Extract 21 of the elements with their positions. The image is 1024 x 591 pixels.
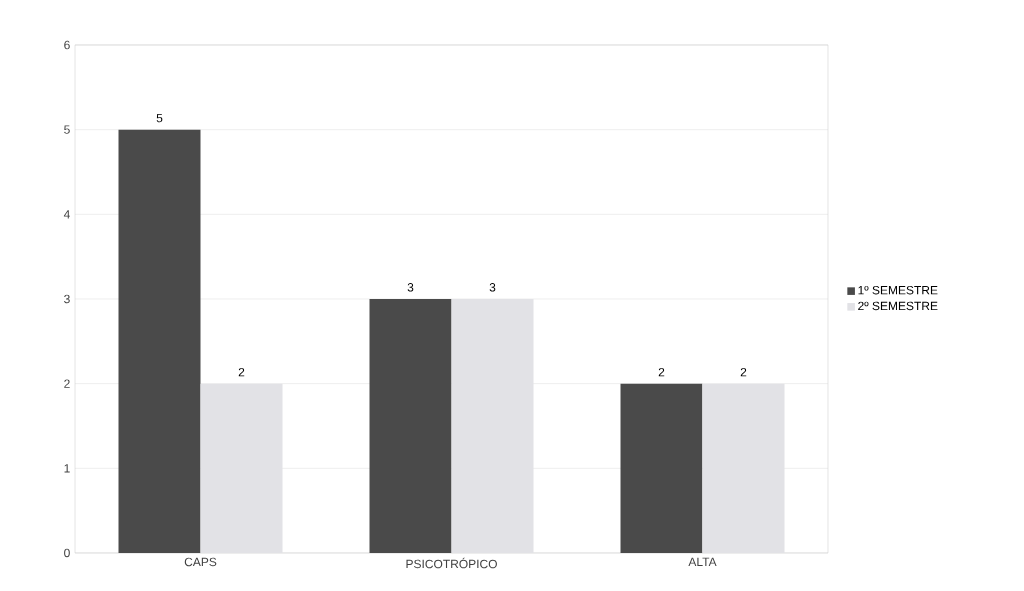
- data-label: 2: [238, 367, 245, 377]
- data-label: 2: [658, 367, 665, 377]
- bar: [620, 383, 703, 553]
- y-tick-label: 6: [64, 40, 70, 50]
- y-tick-label: 0: [64, 548, 70, 558]
- y-tick-label: 3: [64, 294, 70, 304]
- data-label: 2: [740, 367, 747, 377]
- bar: [118, 129, 201, 553]
- legend-label: 1º SEMESTRE: [858, 285, 938, 295]
- x-tick-label: PSICOTRÓPICO: [406, 557, 497, 569]
- y-tick-label: 4: [63, 210, 70, 219]
- x-tick-label: ALTA: [688, 557, 717, 566]
- data-label: 3: [489, 283, 496, 292]
- data-label: 3: [407, 283, 414, 292]
- bar: [369, 298, 452, 553]
- data-label: 5: [156, 113, 163, 123]
- y-tick-label: 2: [64, 379, 70, 388]
- y-tick-label: 5: [64, 125, 70, 134]
- x-tick-label: CAPS: [184, 557, 217, 567]
- y-tick-label: 1: [64, 464, 70, 473]
- legend-label: 2º SEMESTRE: [858, 301, 938, 311]
